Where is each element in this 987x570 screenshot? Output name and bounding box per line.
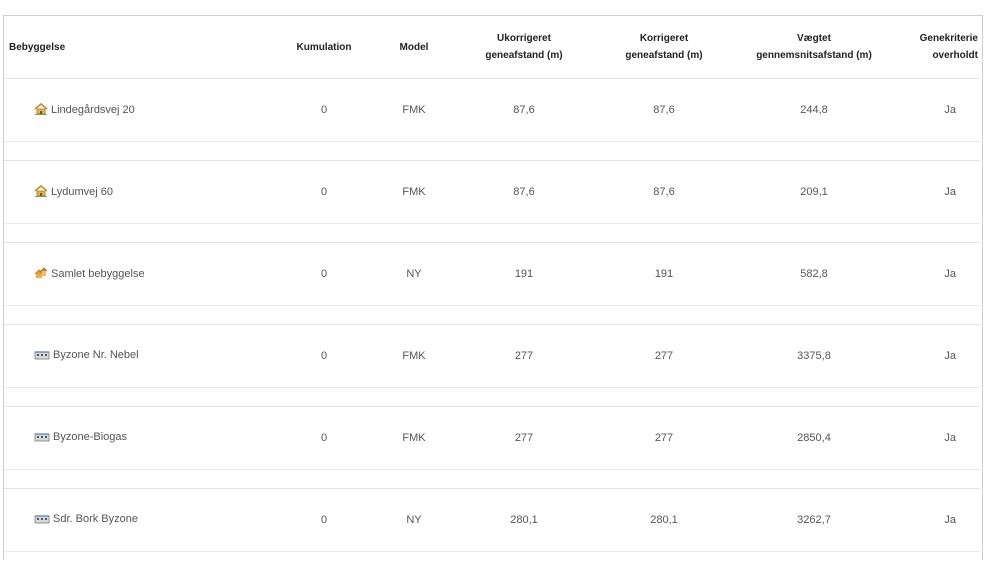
row-spacer (4, 388, 980, 407)
column-header-bebyggelse: Bebyggelse (4, 16, 274, 79)
cell-korrigeret: 277 (594, 325, 734, 388)
cell-bebyggelse: Byzone-Biogas (4, 407, 274, 470)
cell-ukorrigeret: 87,6 (454, 161, 594, 224)
cell-model: NY (374, 243, 454, 306)
cell-korrigeret: 87,6 (594, 79, 734, 142)
cell-overholdt: Ja (894, 325, 980, 388)
bebyggelse-name: Samlet bebyggelse (51, 268, 145, 280)
bebyggelse-name: Byzone-Biogas (53, 431, 127, 443)
cell-bebyggelse: Byzone Nr. Nebel (4, 325, 274, 388)
row-spacer (4, 142, 980, 161)
houses-icon (34, 267, 48, 282)
cell-kumulation: 0 (274, 79, 374, 142)
cell-ukorrigeret: 280,1 (454, 489, 594, 552)
cell-vaegtet: 3375,8 (734, 325, 894, 388)
row-spacer-cell (4, 388, 980, 407)
town-icon (34, 350, 50, 363)
row-spacer-cell (4, 552, 980, 570)
cell-ukorrigeret: 191 (454, 243, 594, 306)
cell-kumulation: 0 (274, 489, 374, 552)
cell-ukorrigeret: 277 (454, 407, 594, 470)
cell-overholdt: Ja (894, 79, 980, 142)
cell-vaegtet: 244,8 (734, 79, 894, 142)
cell-ukorrigeret: 87,6 (454, 79, 594, 142)
cell-bebyggelse: Samlet bebyggelse (4, 243, 274, 306)
cell-vaegtet: 2850,4 (734, 407, 894, 470)
bebyggelse-name: Lydumvej 60 (51, 186, 113, 198)
cell-korrigeret: 280,1 (594, 489, 734, 552)
row-spacer-cell (4, 142, 980, 161)
bebyggelse-name: Lindegårdsvej 20 (51, 104, 135, 116)
cell-vaegtet: 3262,7 (734, 489, 894, 552)
cell-bebyggelse: Lydumvej 60 (4, 161, 274, 224)
cell-vaegtet: 209,1 (734, 161, 894, 224)
cell-ukorrigeret: 277 (454, 325, 594, 388)
cell-bebyggelse: Sdr. Bork Byzone (4, 489, 274, 552)
cell-kumulation: 0 (274, 243, 374, 306)
row-spacer-cell (4, 306, 980, 325)
cell-model: FMK (374, 325, 454, 388)
house-icon (34, 103, 48, 118)
row-spacer-cell (4, 224, 980, 243)
bebyggelse-name: Sdr. Bork Byzone (53, 513, 138, 525)
bebyggelse-name: Byzone Nr. Nebel (53, 349, 139, 361)
row-spacer (4, 470, 980, 489)
cell-kumulation: 0 (274, 325, 374, 388)
cell-korrigeret: 191 (594, 243, 734, 306)
cell-kumulation: 0 (274, 161, 374, 224)
cell-overholdt: Ja (894, 243, 980, 306)
cell-model: FMK (374, 161, 454, 224)
cell-korrigeret: 277 (594, 407, 734, 470)
column-header-model: Model (374, 16, 454, 79)
cell-overholdt: Ja (894, 489, 980, 552)
cell-overholdt: Ja (894, 161, 980, 224)
row-spacer (4, 224, 980, 243)
row-spacer (4, 552, 980, 570)
town-icon (34, 514, 50, 527)
cell-korrigeret: 87,6 (594, 161, 734, 224)
cell-model: NY (374, 489, 454, 552)
house-icon (34, 185, 48, 200)
column-header-kumulation: Kumulation (274, 16, 374, 79)
town-icon (34, 432, 50, 445)
cell-bebyggelse: Lindegårdsvej 20 (4, 79, 274, 142)
cell-vaegtet: 582,8 (734, 243, 894, 306)
cell-model: FMK (374, 407, 454, 470)
cell-kumulation: 0 (274, 407, 374, 470)
row-spacer-cell (4, 470, 980, 489)
cell-model: FMK (374, 79, 454, 142)
cell-overholdt: Ja (894, 407, 980, 470)
row-spacer (4, 306, 980, 325)
